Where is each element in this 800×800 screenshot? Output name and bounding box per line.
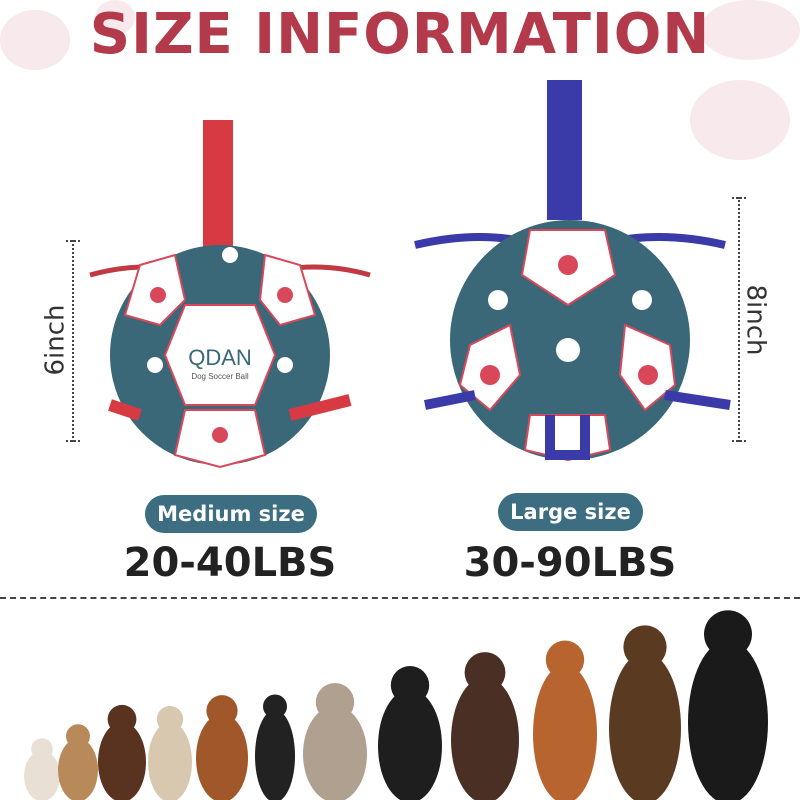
divider (0, 597, 800, 599)
dog-illustration (24, 738, 60, 800)
paw-icon (150, 287, 293, 443)
paw-decoration (690, 80, 790, 160)
brand-tagline: Dog Soccer Ball (191, 372, 249, 381)
medium-weight: 20-40LBS (123, 540, 337, 586)
medium-size-badge: Medium size (145, 495, 317, 533)
brand-logo: QDAN (188, 345, 252, 370)
dog-illustration (58, 724, 98, 800)
medium-dimension-line (66, 240, 80, 442)
dog-illustration (533, 640, 597, 800)
dog-illustration (688, 610, 768, 800)
paw-decoration (95, 0, 135, 35)
large-weight: 30-90LBS (463, 540, 677, 586)
paw-icon (480, 255, 658, 385)
dog-illustration (378, 666, 442, 800)
dog-illustration (451, 652, 519, 800)
dog-illustration (148, 706, 192, 800)
dog-illustration (196, 695, 248, 800)
large-dimension-label: 8inch (740, 284, 771, 356)
dog-illustration (98, 704, 146, 800)
medium-dimension-label: 6inch (40, 304, 71, 376)
dog-illustration (255, 694, 295, 800)
page-title: SIZE INFORMATION (89, 2, 711, 67)
large-dimension-line (732, 197, 746, 442)
large-ball (414, 80, 731, 462)
paw-decoration (0, 10, 70, 70)
large-size-badge: Large size (498, 493, 643, 531)
paw-icon (147, 247, 293, 373)
dog-lineup (24, 610, 768, 800)
medium-ball: QDAN Dog Soccer Ball (89, 120, 371, 469)
dog-illustration (609, 625, 681, 800)
dog-illustration (303, 683, 367, 800)
paw-decoration (700, 0, 800, 60)
paw-icon (488, 290, 652, 362)
